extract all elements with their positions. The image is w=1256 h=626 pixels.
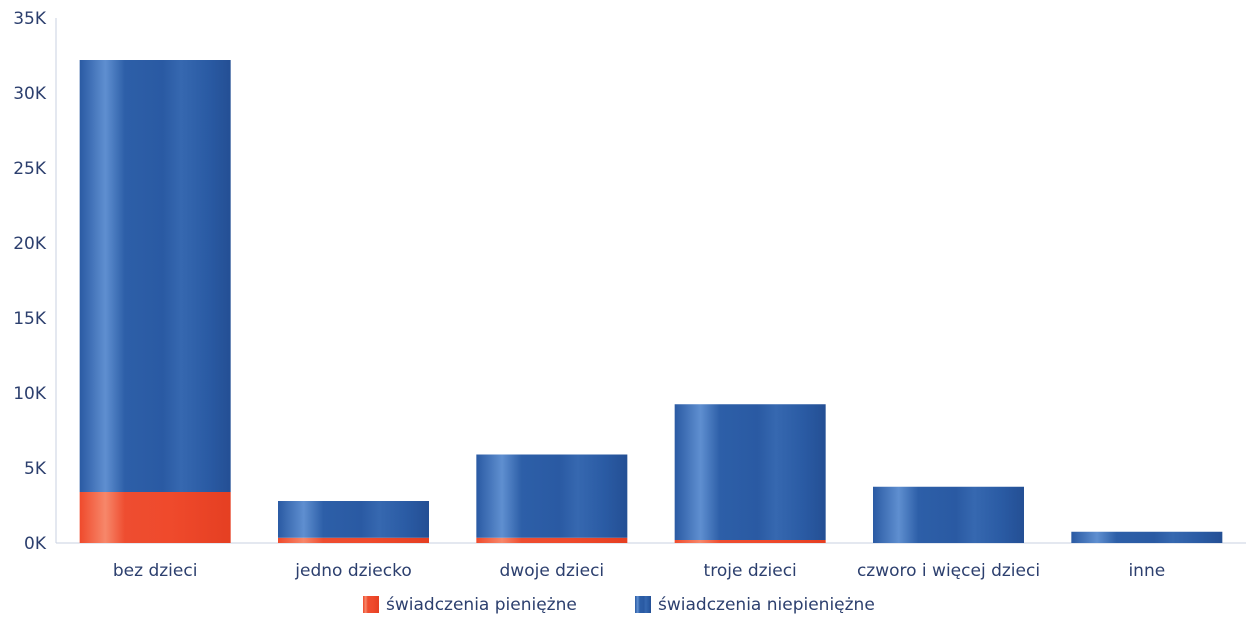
bar-niepieniezne[interactable]	[79, 60, 231, 492]
y-tick-label: 0K	[24, 534, 47, 554]
legend-label[interactable]: świadczenia pieniężne	[386, 595, 577, 615]
y-tick-label: 5K	[24, 459, 47, 479]
bar-pieniezne[interactable]	[674, 540, 826, 543]
x-category-label: jedno dziecko	[294, 561, 411, 581]
legend-swatch[interactable]	[363, 596, 379, 613]
bar-niepieniezne[interactable]	[278, 501, 429, 538]
x-category-label: czworo i więcej dzieci	[857, 561, 1040, 581]
bar-pieniezne[interactable]	[476, 537, 628, 543]
bar-niepieniezne[interactable]	[476, 454, 628, 538]
legend-swatch[interactable]	[635, 596, 651, 613]
bar-niepieniezne[interactable]	[1071, 531, 1223, 543]
x-category-label: dwoje dzieci	[500, 561, 605, 581]
y-tick-label: 20K	[13, 234, 47, 254]
bar-niepieniezne[interactable]	[873, 486, 1024, 543]
y-tick-label: 25K	[13, 159, 47, 179]
bar-niepieniezne[interactable]	[674, 404, 826, 540]
y-tick-label: 10K	[13, 384, 47, 404]
x-category-label: troje dzieci	[704, 561, 797, 581]
x-category-label: inne	[1128, 561, 1165, 581]
y-tick-label: 30K	[13, 84, 47, 104]
y-tick-label: 35K	[13, 9, 47, 29]
x-category-label: bez dzieci	[113, 561, 198, 581]
y-tick-label: 15K	[13, 309, 47, 329]
bar-pieniezne[interactable]	[278, 537, 429, 543]
legend-label[interactable]: świadczenia niepieniężne	[658, 595, 875, 615]
bar-pieniezne[interactable]	[79, 492, 231, 543]
